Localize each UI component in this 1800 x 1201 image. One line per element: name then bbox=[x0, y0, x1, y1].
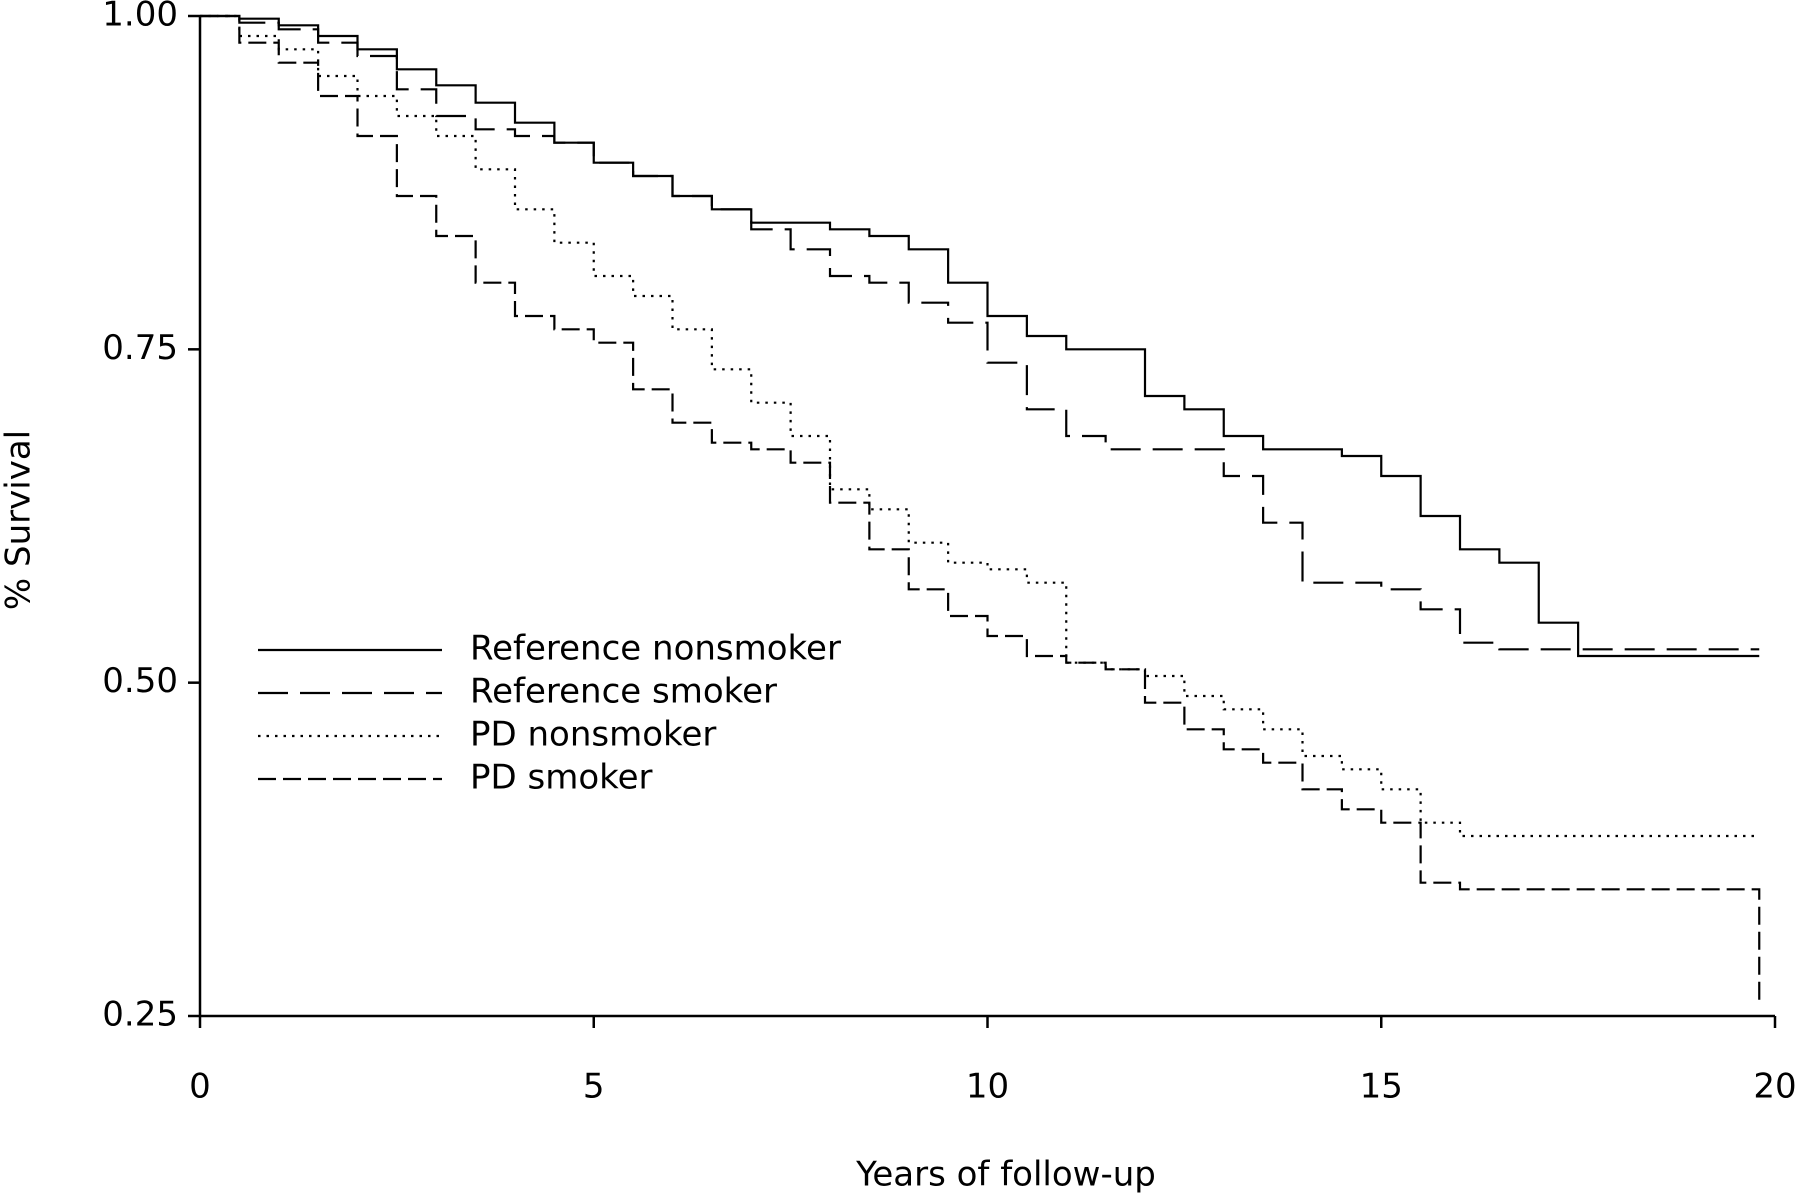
x-tick-label: 15 bbox=[1360, 1067, 1403, 1107]
legend-label: Reference smoker bbox=[470, 672, 777, 712]
x-tick-label: 10 bbox=[966, 1067, 1009, 1107]
y-axis-title: % Survival bbox=[0, 430, 39, 610]
y-tick-label: 0.75 bbox=[102, 328, 178, 368]
x-tick-label: 0 bbox=[189, 1067, 211, 1107]
survival-curve bbox=[200, 14, 1760, 651]
legend-label: PD nonsmoker bbox=[470, 715, 716, 755]
survival-curve bbox=[200, 14, 1761, 1003]
legend-label: PD smoker bbox=[470, 758, 653, 798]
y-tick-label: 0.50 bbox=[102, 661, 178, 701]
y-tick-label: 0.25 bbox=[102, 995, 178, 1035]
x-tick-label: 20 bbox=[1753, 1067, 1796, 1107]
survival-curve bbox=[200, 14, 1760, 658]
survival-curve bbox=[200, 14, 1760, 838]
x-axis-title: Years of follow-up bbox=[855, 1155, 1156, 1195]
x-tick-label: 5 bbox=[583, 1067, 605, 1107]
y-tick-label: 1.00 bbox=[102, 0, 178, 35]
legend-label: Reference nonsmoker bbox=[470, 629, 841, 669]
